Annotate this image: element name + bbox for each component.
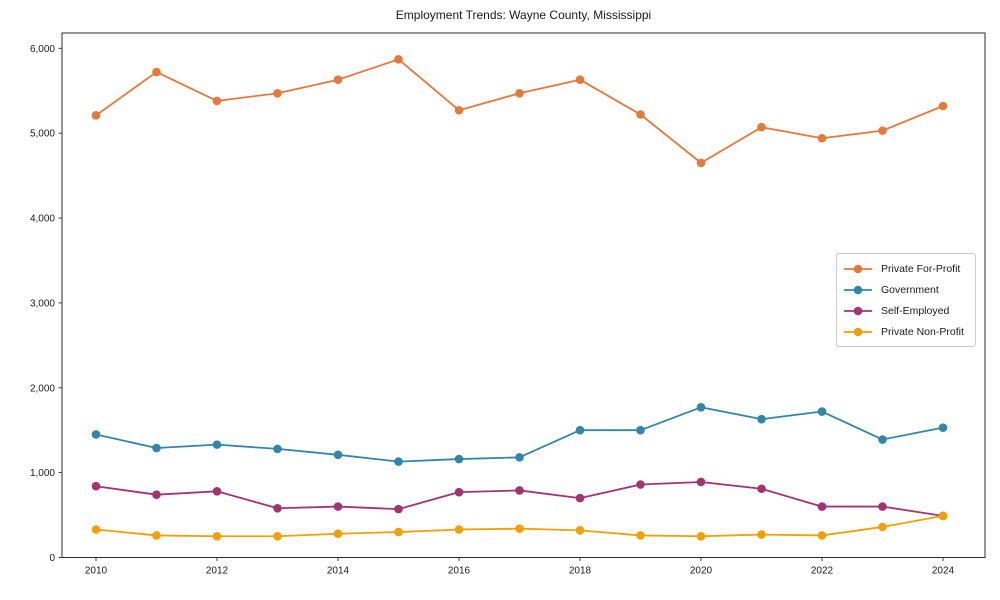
series-line-private-for-profit bbox=[95, 58, 944, 164]
data-point-government-2010 bbox=[91, 430, 101, 439]
data-point-government-2022 bbox=[817, 407, 827, 416]
data-point-self-employed-2018 bbox=[575, 493, 585, 503]
data-point-private-non-profit-2011 bbox=[152, 531, 161, 540]
data-point-private-non-profit-2010 bbox=[91, 525, 101, 534]
chart-title: Employment Trends: Wayne County, Mississ… bbox=[395, 8, 652, 22]
data-point-private-non-profit-2013 bbox=[273, 531, 282, 541]
data-point-private-for-profit-2010 bbox=[91, 111, 101, 120]
data-point-self-employed-2023 bbox=[878, 502, 887, 511]
legend-item-private-for-profit: Private For-Profit bbox=[843, 258, 969, 279]
legend-marker-icon bbox=[844, 306, 872, 315]
data-point-self-employed-2017 bbox=[515, 486, 524, 495]
data-point-government-2024 bbox=[938, 423, 948, 432]
data-point-private-for-profit-2015 bbox=[394, 55, 403, 64]
x-tick-label: 2016 bbox=[448, 566, 471, 577]
legend-label: Government bbox=[881, 283, 939, 296]
data-point-private-for-profit-2012 bbox=[212, 96, 222, 106]
data-point-self-employed-2012 bbox=[212, 487, 222, 496]
x-tick-label: 2020 bbox=[690, 566, 713, 577]
data-point-government-2023 bbox=[878, 435, 887, 444]
x-tick-label: 2012 bbox=[206, 566, 229, 577]
data-point-private-for-profit-2011 bbox=[152, 67, 161, 77]
data-point-private-non-profit-2014 bbox=[333, 529, 343, 539]
data-point-government-2020 bbox=[696, 402, 706, 412]
data-point-private-non-profit-2017 bbox=[515, 524, 524, 533]
data-point-government-2012 bbox=[212, 440, 222, 449]
y-tick-label: 5,000 bbox=[30, 129, 55, 140]
legend-label: Self-Employed bbox=[881, 304, 950, 317]
data-point-private-for-profit-2017 bbox=[515, 88, 524, 98]
data-point-government-2019 bbox=[636, 425, 645, 435]
data-point-self-employed-2011 bbox=[152, 490, 161, 499]
legend-dot bbox=[853, 264, 863, 273]
x-tick-label: 2010 bbox=[85, 566, 108, 577]
data-point-government-2011 bbox=[152, 443, 161, 453]
legend-dot bbox=[853, 306, 863, 315]
y-tick-label: 2,000 bbox=[30, 383, 55, 394]
data-point-government-2015 bbox=[394, 457, 403, 466]
data-point-private-for-profit-2018 bbox=[575, 75, 585, 85]
data-point-private-non-profit-2022 bbox=[817, 531, 827, 540]
data-point-private-non-profit-2012 bbox=[212, 531, 222, 541]
data-point-private-for-profit-2013 bbox=[273, 88, 282, 98]
data-point-private-non-profit-2016 bbox=[454, 525, 464, 534]
data-point-private-for-profit-2019 bbox=[636, 110, 645, 119]
legend-dot bbox=[853, 285, 863, 294]
data-point-self-employed-2022 bbox=[817, 502, 827, 511]
legend-item-private-non-profit: Private Non-Profit bbox=[843, 321, 969, 342]
chart-legend: Private For-Profit Government Self-Employe… bbox=[836, 253, 976, 347]
x-tick-label: 2024 bbox=[932, 566, 955, 577]
data-point-government-2016 bbox=[454, 454, 464, 464]
data-point-private-non-profit-2024 bbox=[938, 511, 948, 521]
y-tick-label: 3,000 bbox=[30, 298, 55, 309]
data-point-self-employed-2016 bbox=[454, 487, 464, 497]
y-tick-label: 6,000 bbox=[30, 44, 55, 55]
data-point-private-non-profit-2019 bbox=[636, 531, 645, 540]
y-tick-label: 1,000 bbox=[30, 468, 55, 479]
legend-dot bbox=[853, 327, 863, 336]
data-point-private-non-profit-2021 bbox=[757, 530, 766, 539]
data-point-private-for-profit-2021 bbox=[757, 122, 766, 132]
x-tick-label: 2022 bbox=[811, 566, 834, 577]
data-point-private-non-profit-2020 bbox=[696, 531, 706, 541]
legend-marker-icon bbox=[844, 264, 872, 273]
data-point-government-2014 bbox=[333, 450, 343, 460]
data-point-self-employed-2013 bbox=[273, 503, 282, 513]
legend-marker-icon bbox=[844, 327, 872, 336]
plot-border bbox=[61, 32, 986, 558]
data-point-private-for-profit-2014 bbox=[333, 75, 343, 85]
data-point-private-for-profit-2023 bbox=[878, 126, 887, 135]
data-point-self-employed-2020 bbox=[696, 477, 706, 487]
y-tick-label: 0 bbox=[49, 553, 55, 564]
data-point-self-employed-2019 bbox=[636, 480, 645, 489]
data-point-private-for-profit-2020 bbox=[696, 158, 706, 168]
legend-marker-icon bbox=[844, 285, 872, 294]
x-tick-label: 2014 bbox=[327, 566, 350, 577]
legend-item-government: Government bbox=[843, 279, 969, 300]
data-point-private-non-profit-2018 bbox=[575, 526, 585, 535]
legend-label: Private Non-Profit bbox=[881, 325, 964, 338]
y-tick-label: 4,000 bbox=[30, 214, 55, 225]
data-point-government-2017 bbox=[515, 453, 524, 462]
legend-item-self-employed: Self-Employed bbox=[843, 300, 969, 321]
data-point-private-for-profit-2016 bbox=[454, 105, 464, 115]
data-point-government-2018 bbox=[575, 425, 585, 435]
data-point-private-non-profit-2015 bbox=[394, 527, 403, 537]
data-point-self-employed-2014 bbox=[333, 502, 343, 511]
data-point-private-for-profit-2022 bbox=[817, 133, 827, 143]
data-point-self-employed-2010 bbox=[91, 481, 101, 491]
data-point-self-employed-2015 bbox=[394, 504, 403, 514]
data-point-self-employed-2021 bbox=[757, 484, 766, 494]
data-point-government-2013 bbox=[273, 444, 282, 454]
legend-label: Private For-Profit bbox=[881, 262, 961, 275]
data-point-government-2021 bbox=[757, 414, 766, 424]
x-tick-label: 2018 bbox=[569, 566, 592, 577]
data-point-private-non-profit-2023 bbox=[878, 522, 887, 532]
data-point-private-for-profit-2024 bbox=[938, 101, 948, 111]
